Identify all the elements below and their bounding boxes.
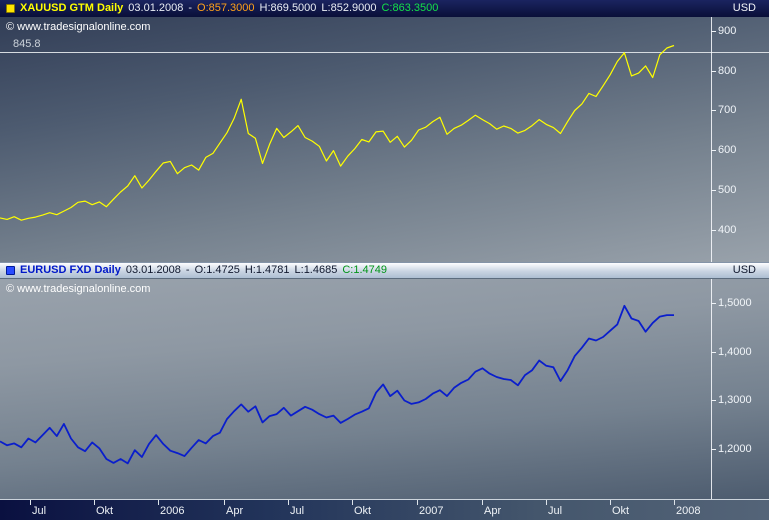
tick-mark — [711, 149, 716, 151]
time-tick-label: 2007 — [419, 505, 444, 517]
watermark: © www.tradesignalonline.com — [6, 283, 151, 295]
price-tick-label: 400 — [718, 224, 737, 236]
price-tick-label: 1,5000 — [718, 297, 752, 309]
time-tick-label: Okt — [96, 505, 114, 517]
date-label: 03.01.2008 — [125, 264, 181, 276]
eurusd-price-axis[interactable]: 1,5000 1,4000 1,3000 1,2000 — [711, 279, 769, 499]
price-tick: 500 — [711, 184, 736, 196]
price-tick: 1,2000 — [711, 443, 752, 455]
currency-label: USD — [732, 2, 756, 14]
price-tick: 1,3000 — [711, 394, 752, 406]
price-tick: 1,4000 — [711, 346, 752, 358]
eurusd-chart-area[interactable]: © www.tradesignalonline.com 1,5000 1,4000… — [0, 279, 769, 499]
price-tick-label: 600 — [718, 144, 737, 156]
tick-mark — [224, 500, 225, 505]
price-tick-label: 800 — [718, 65, 737, 77]
time-tick-label: Okt — [354, 505, 372, 517]
time-tick-label: Jul — [290, 505, 305, 517]
separator-dash: - — [188, 2, 193, 14]
price-tick: 600 — [711, 144, 736, 156]
xauusd-chart-area[interactable]: © www.tradesignalonline.com 845.8 900 800… — [0, 17, 769, 262]
time-tick-label: 2008 — [676, 505, 701, 517]
close-value: C:863.3500 — [381, 2, 439, 14]
price-tick: 400 — [711, 224, 736, 236]
currency-label: USD — [732, 264, 756, 276]
low-value: L:1.4685 — [294, 264, 338, 276]
eurusd-plot[interactable] — [0, 279, 711, 499]
tick-mark — [94, 500, 95, 505]
panel-xauusd: XAUUSD GTM Daily 03.01.2008 - O:857.3000… — [0, 0, 769, 262]
tick-mark — [711, 70, 716, 72]
tick-mark — [288, 500, 289, 505]
tick-mark — [674, 500, 675, 505]
tick-mark — [30, 500, 31, 505]
symbol-label: EURUSD FXD Daily — [20, 264, 121, 276]
tick-mark — [711, 229, 716, 231]
price-tick-label: 1,2000 — [718, 443, 752, 455]
tick-mark — [417, 500, 418, 505]
low-value: L:852.9000 — [321, 2, 377, 14]
tick-mark — [482, 500, 483, 505]
high-value: H:869.5000 — [259, 2, 317, 14]
time-tick-label: Apr — [226, 505, 244, 517]
price-tick: 1,5000 — [711, 297, 752, 309]
high-value: H:1.4781 — [244, 264, 290, 276]
axis-separator-line — [711, 17, 712, 262]
price-tick-label: 900 — [718, 25, 737, 37]
tick-mark — [711, 351, 716, 353]
eurusd-price-line — [0, 304, 674, 465]
tick-mark — [711, 109, 716, 111]
time-tick-label: Jul — [548, 505, 563, 517]
separator-dash: - — [185, 264, 190, 276]
tick-mark — [711, 189, 716, 191]
symbol-label: XAUUSD GTM Daily — [20, 2, 124, 14]
watermark: © www.tradesignalonline.com — [6, 21, 151, 33]
price-tick-label: 1,4000 — [718, 346, 752, 358]
close-value: C:1.4749 — [342, 264, 387, 276]
instrument-icon — [6, 266, 15, 275]
tick-mark — [158, 500, 159, 505]
tick-mark — [711, 399, 716, 401]
axis-separator-line — [711, 279, 712, 499]
price-tick: 900 — [711, 25, 736, 37]
open-value: O:857.3000 — [197, 2, 255, 14]
time-tick-label: Okt — [612, 505, 630, 517]
time-tick-label: Apr — [484, 505, 502, 517]
panel-eurusd: EURUSD FXD Daily 03.01.2008 - O:1.4725 H… — [0, 262, 769, 499]
tick-mark — [711, 302, 716, 304]
tick-mark — [711, 448, 716, 450]
price-annotation-line[interactable] — [0, 52, 769, 53]
xauusd-price-axis[interactable]: 900 800 700 600 500 400 — [711, 17, 769, 262]
time-tick-label: Jul — [32, 505, 47, 517]
tick-mark — [711, 30, 716, 32]
open-value: O:1.4725 — [194, 264, 240, 276]
price-tick-label: 1,3000 — [718, 394, 752, 406]
time-axis[interactable]: Jul Okt 2006 Apr Jul Okt 2007 Apr Jul Okt 2008 — [0, 499, 769, 520]
price-tick: 700 — [711, 104, 736, 116]
price-tick-label: 700 — [718, 104, 737, 116]
tick-mark — [352, 500, 353, 505]
price-tick-label: 500 — [718, 184, 737, 196]
date-label: 03.01.2008 — [128, 2, 184, 14]
tick-mark — [610, 500, 611, 505]
eurusd-header[interactable]: EURUSD FXD Daily 03.01.2008 - O:1.4725 H… — [0, 262, 769, 279]
xauusd-header[interactable]: XAUUSD GTM Daily 03.01.2008 - O:857.3000… — [0, 0, 769, 17]
xauusd-plot[interactable] — [0, 17, 711, 262]
instrument-icon — [6, 4, 15, 13]
time-tick-label: 2006 — [160, 505, 185, 517]
hline-label[interactable]: 845.8 — [13, 38, 41, 50]
tick-mark — [546, 500, 547, 505]
price-tick: 800 — [711, 65, 736, 77]
xauusd-price-line — [0, 44, 675, 221]
